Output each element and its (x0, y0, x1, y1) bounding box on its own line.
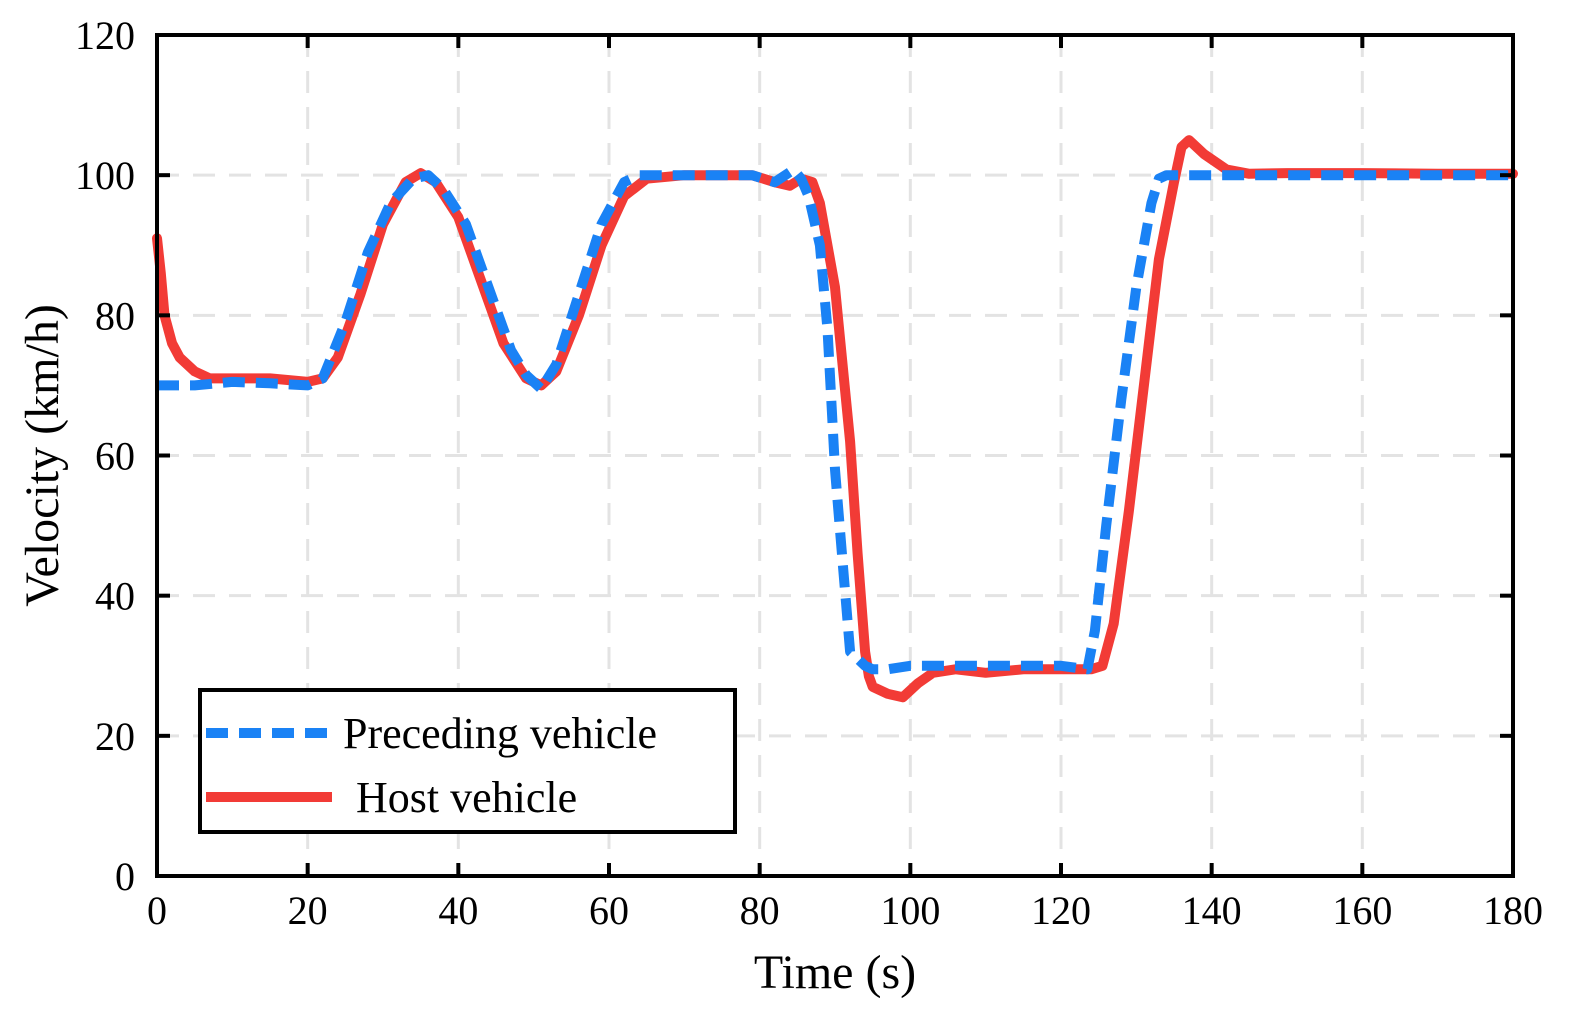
x-tick-label-40: 40 (438, 888, 478, 933)
x-tick-label-120: 120 (1031, 888, 1091, 933)
x-axis-title: Time (s) (754, 946, 916, 999)
x-tick-label-60: 60 (589, 888, 629, 933)
y-tick-label-60: 60 (95, 434, 135, 479)
y-axis-title: Velocity (km/h) (16, 304, 69, 607)
y-tick-label-0: 0 (115, 854, 135, 899)
x-tick-label-20: 20 (288, 888, 328, 933)
x-tick-label-180: 180 (1483, 888, 1543, 933)
y-tick-label-120: 120 (75, 13, 135, 58)
legend-label-preceding-vehicle: Preceding vehicle (343, 709, 657, 758)
legend: Preceding vehicle Host vehicle (198, 688, 737, 834)
y-tick-label-80: 80 (95, 293, 135, 338)
x-tick-label-140: 140 (1182, 888, 1242, 933)
x-tick-label-0: 0 (147, 888, 167, 933)
x-tick-label-100: 100 (880, 888, 940, 933)
y-tick-label-20: 20 (95, 714, 135, 759)
y-tick-label-100: 100 (75, 153, 135, 198)
x-tick-label-80: 80 (740, 888, 780, 933)
y-tick-label-40: 40 (95, 574, 135, 619)
series-line-preceding-vehicle (157, 164, 1513, 675)
series-layer (152, 135, 1518, 703)
legend-label-host-vehicle: Host vehicle (356, 773, 577, 822)
x-tick-label-160: 160 (1332, 888, 1392, 933)
legend-box (198, 688, 737, 834)
axis-ticks: 0 20 40 60 80 100 120 140 160 180 0 20 40 60 80 100 120 (75, 13, 1543, 933)
